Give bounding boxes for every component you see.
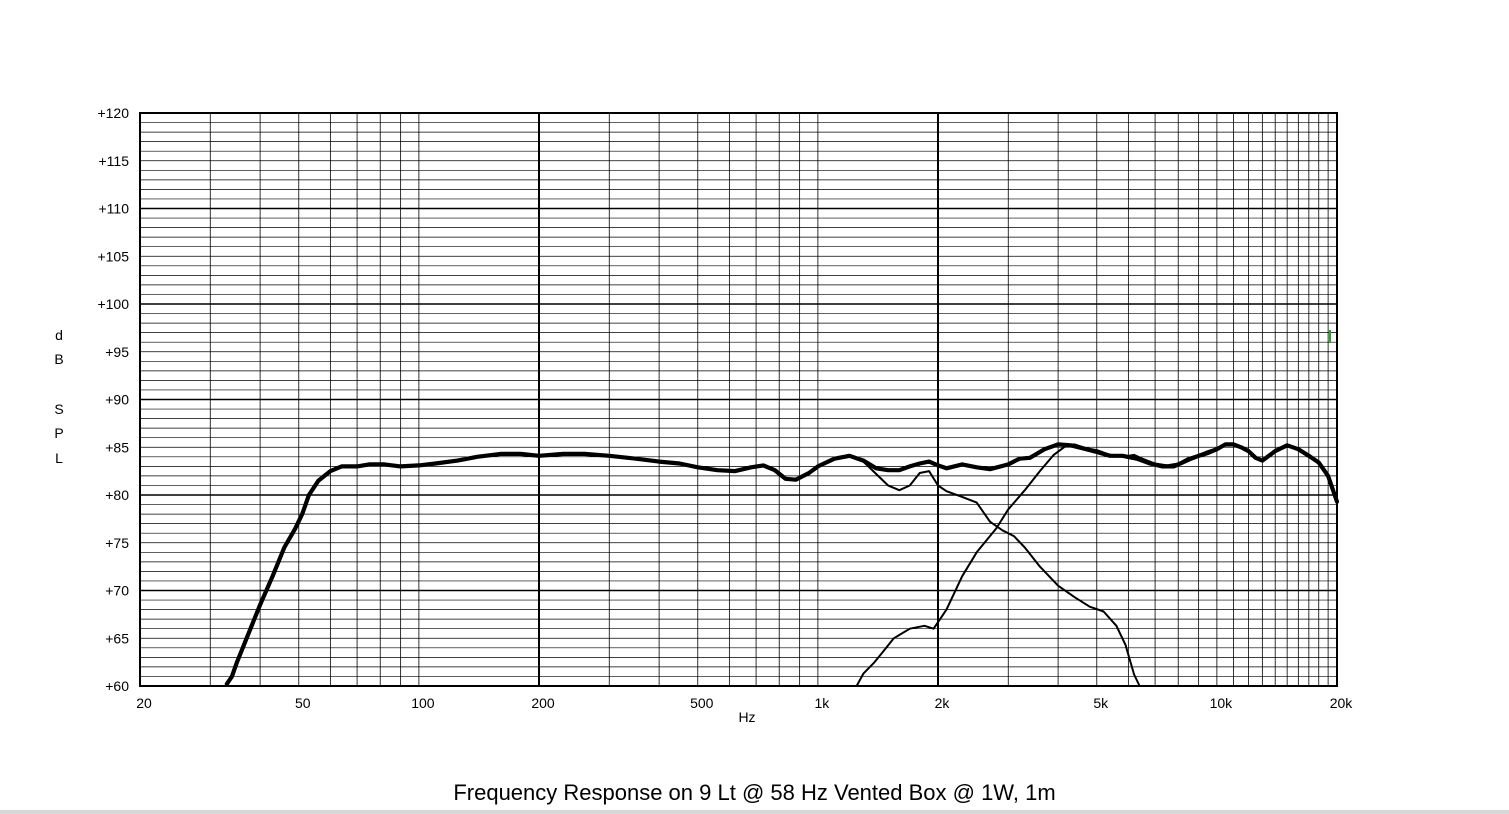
y-tick-label: +75 [105,535,129,551]
y-axis-label-letter: d [55,327,63,343]
chart-title: Frequency Response on 9 Lt @ 58 Hz Vente… [453,780,1056,805]
y-tick-label: +100 [97,296,129,312]
y-axis-label-letter: L [55,450,63,466]
series-group [224,442,1340,687]
y-tick-label: +110 [99,201,130,217]
y-tick-label: +120 [97,105,129,121]
grid [139,112,1338,687]
plot-frame [139,112,1338,687]
y-tick-label: +80 [105,487,129,503]
y-tick-label: +60 [105,678,129,694]
x-tick-label: 1k [814,695,830,711]
x-tick-label: 100 [411,695,435,711]
y-tick-label: +85 [105,439,129,455]
y-tick-label: +90 [105,392,129,408]
series-line-2 [855,443,1338,687]
axes: +60 +65 +70 +75 +80 +85 +90 +95 +100 +105 +110 +115… [97,105,1353,711]
x-tick-label: 20 [136,695,152,711]
x-tick-label: 5k [1093,695,1109,711]
bottom-divider [0,810,1509,814]
y-tick-label: +70 [105,583,129,599]
y-axis-label-letter: P [54,425,63,441]
y-tick-label: +65 [105,630,129,646]
x-tick-label: 500 [690,695,714,711]
y-tick-label: +105 [97,248,129,264]
series-line-3 [816,455,1141,687]
y-axis-label-letter: S [54,401,63,417]
x-tick-label: 200 [531,695,555,711]
y-axis-label: dB SPL [54,327,63,466]
x-tick-label: 2k [935,695,951,711]
y-axis-label-letter: B [54,351,63,367]
x-tick-label: 50 [295,695,311,711]
y-tick-label: +115 [99,153,130,169]
green-marker [1329,330,1331,343]
x-axis-title: Hz [738,709,755,725]
y-tick-label: +95 [105,344,129,360]
x-tick-label: 10k [1210,695,1234,711]
x-tick-label: 20k [1330,695,1354,711]
